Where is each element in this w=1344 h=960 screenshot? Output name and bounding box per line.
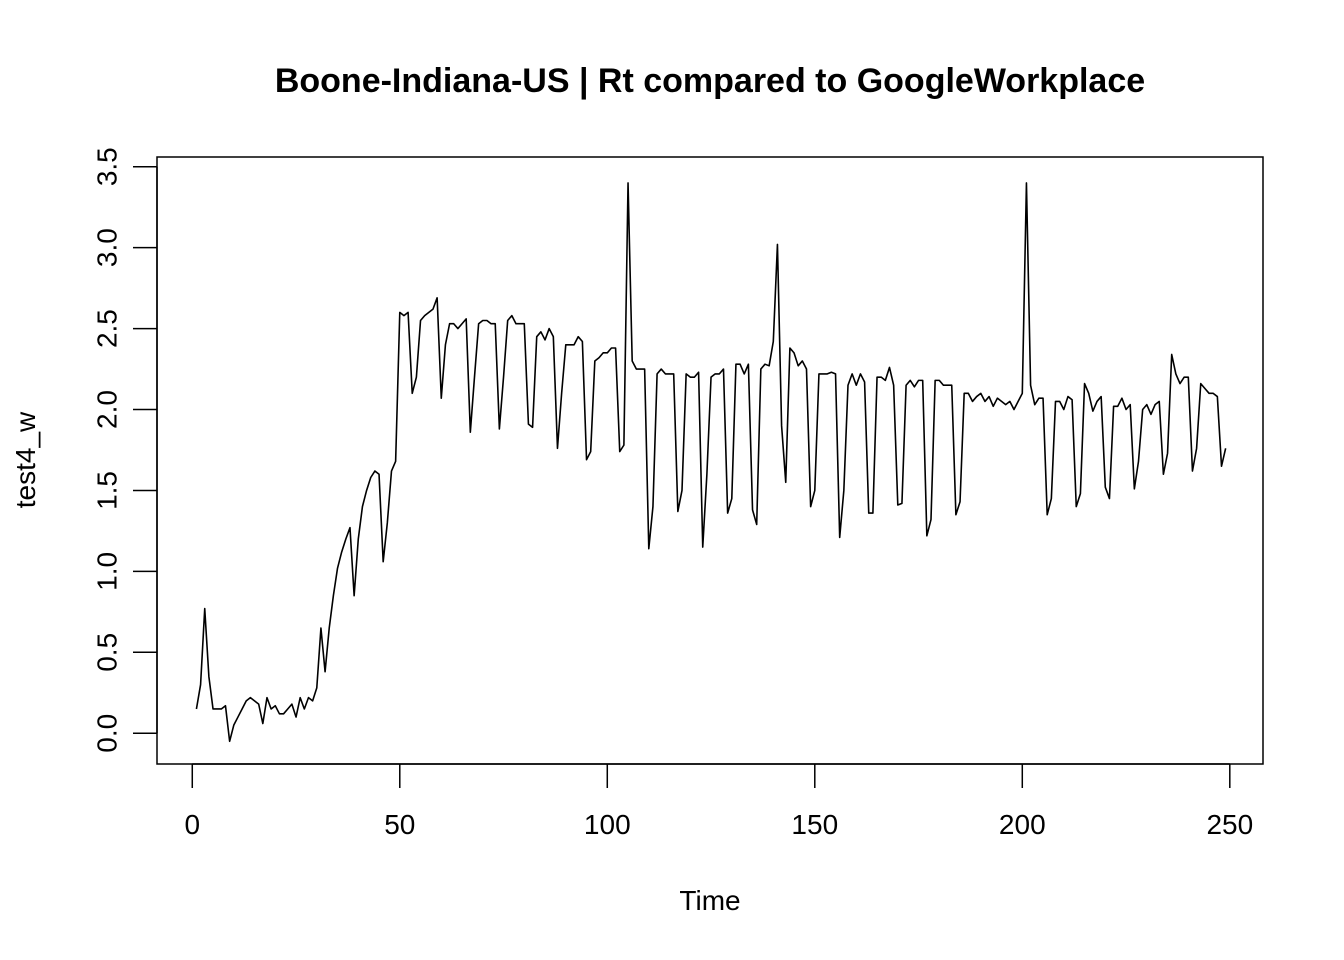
y-axis: 0.0 0.5 1.0 1.5 2.0 2.5 3.0 3.5 <box>91 147 158 753</box>
x-tick-label: 100 <box>584 809 631 840</box>
y-axis-label: test4_w <box>10 411 41 508</box>
y-tick-label: 3.5 <box>91 147 122 186</box>
plot-frame <box>156 156 1264 765</box>
y-tick-label: 1.5 <box>91 471 122 510</box>
chart-title: Boone-Indiana-US | Rt compared to Google… <box>275 62 1145 100</box>
series-line-test4_w <box>195 182 1227 743</box>
x-tick-label: 200 <box>999 809 1046 840</box>
y-tick-label: 2.0 <box>91 390 122 429</box>
x-axis-label: Time <box>679 885 740 916</box>
x-tick-label: 0 <box>184 809 200 840</box>
y-tick-label: 3.0 <box>91 228 122 267</box>
y-tick-label: 0.0 <box>91 714 122 753</box>
x-tick-label: 150 <box>791 809 838 840</box>
y-tick-label: 0.5 <box>91 633 122 672</box>
x-axis: 0 50 100 150 200 250 <box>184 763 1253 840</box>
x-tick-label: 250 <box>1206 809 1253 840</box>
y-tick-label: 1.0 <box>91 552 122 591</box>
x-tick-label: 50 <box>384 809 415 840</box>
y-tick-label: 2.5 <box>91 309 122 348</box>
